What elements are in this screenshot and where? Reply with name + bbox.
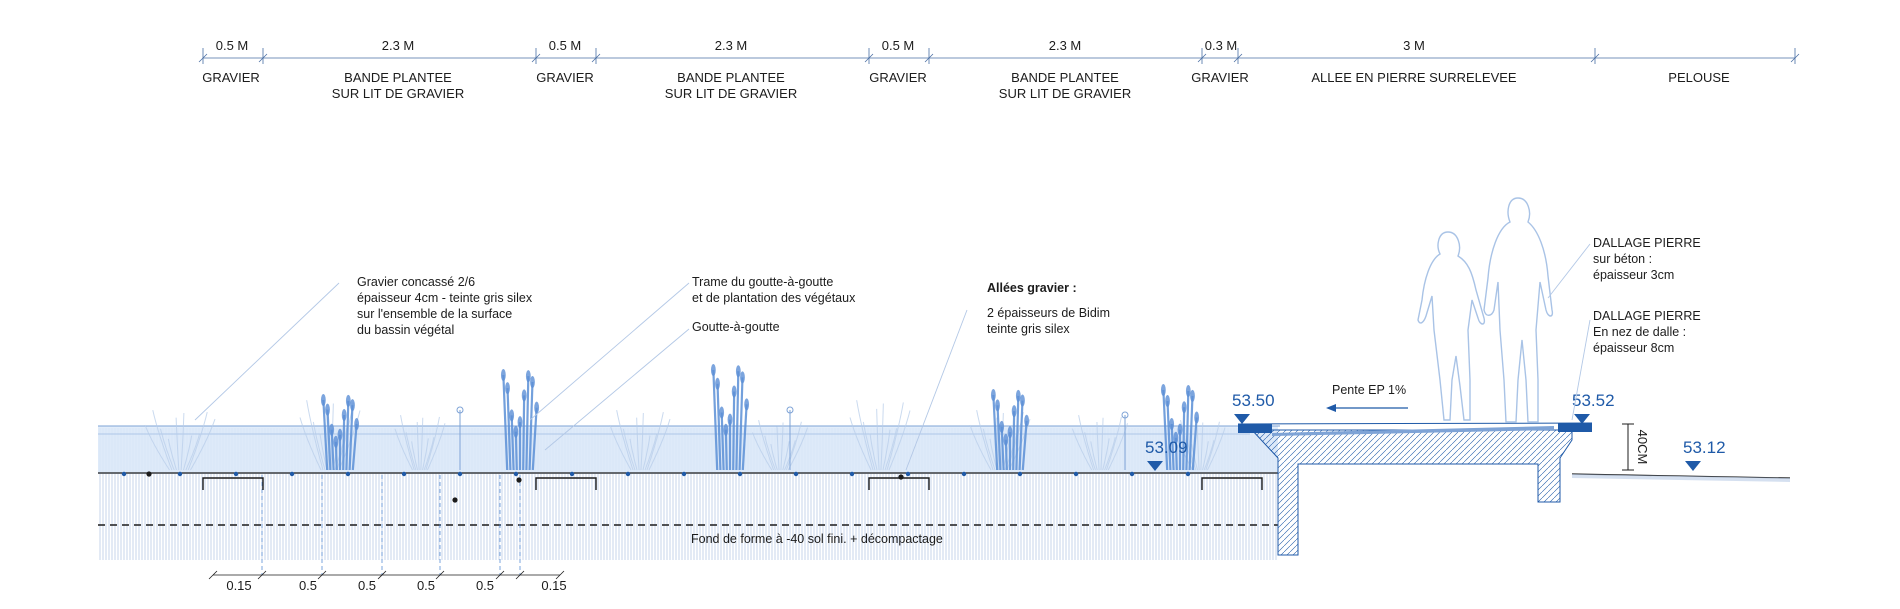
zone-label: GRAVIER bbox=[1191, 70, 1249, 85]
note-gravier: du bassin végétal bbox=[357, 323, 454, 337]
level-label: 53.52 bbox=[1572, 391, 1615, 410]
level-label: 53.12 bbox=[1683, 438, 1726, 457]
top-dimension-chain: 0.5 M 2.3 M 0.5 M 2.3 M 0.5 M 2.3 M 0.3 … bbox=[198, 38, 1800, 64]
zone-label: BANDE PLANTEE bbox=[677, 70, 785, 85]
level-label: 53.09 bbox=[1145, 438, 1188, 457]
zone-label: GRAVIER bbox=[202, 70, 260, 85]
note-dallage-2: En nez de dalle : bbox=[1593, 325, 1686, 339]
level-marker-icon bbox=[1147, 461, 1163, 471]
note-dallage-2: épaisseur 8cm bbox=[1593, 341, 1674, 355]
dim-label: 2.3 M bbox=[1049, 38, 1082, 53]
note-allees: teinte gris silex bbox=[987, 322, 1070, 336]
dim-label: 2.3 M bbox=[382, 38, 415, 53]
bottom-dim-label: 0.15 bbox=[226, 578, 251, 593]
plants bbox=[144, 364, 1226, 471]
zone-labels: GRAVIER BANDE PLANTEE SUR LIT DE GRAVIER… bbox=[202, 70, 1730, 101]
note-gravier: sur l'ensemble de la surface bbox=[357, 307, 512, 321]
zone-label: PELOUSE bbox=[1668, 70, 1730, 85]
slope-label: Pente EP 1% bbox=[1332, 383, 1406, 397]
leader-lines bbox=[194, 243, 1591, 471]
note-trame: et de plantation des végétaux bbox=[692, 291, 856, 305]
note-dallage-1: sur béton : bbox=[1593, 252, 1652, 266]
height-label: 40CM bbox=[1635, 430, 1650, 465]
note-fond: Fond de forme à -40 sol fini. + décompac… bbox=[691, 532, 943, 546]
bottom-dim-label: 0.15 bbox=[541, 578, 566, 593]
level-marker-icon bbox=[1685, 461, 1701, 471]
dim-label: 0.3 M bbox=[1205, 38, 1238, 53]
note-dallage-2: DALLAGE PIERRE bbox=[1593, 309, 1701, 323]
note-gravier: Gravier concassé 2/6 bbox=[357, 275, 475, 289]
ground-section bbox=[98, 425, 1280, 575]
note-dallage-1: DALLAGE PIERRE bbox=[1593, 236, 1701, 250]
level-markers: 53.50 53.52 53.09 53.12 bbox=[1145, 391, 1726, 471]
stone-slab-right bbox=[1558, 423, 1592, 432]
note-dallage-1: épaisseur 3cm bbox=[1593, 268, 1674, 282]
level-label: 53.50 bbox=[1232, 391, 1275, 410]
bottom-dimension-chain: 0.15 0.5 0.5 0.5 0.5 0.15 bbox=[208, 570, 567, 593]
zone-label: ALLEE EN PIERRE SURRELEVEE bbox=[1311, 70, 1517, 85]
dim-label: 0.5 M bbox=[882, 38, 915, 53]
dim-label: 0.5 M bbox=[549, 38, 582, 53]
note-goutte: Goutte-à-goutte bbox=[692, 320, 780, 334]
dim-label: 3 M bbox=[1403, 38, 1425, 53]
bottom-dim-label: 0.5 bbox=[358, 578, 376, 593]
dim-label: 2.3 M bbox=[715, 38, 748, 53]
zone-label: BANDE PLANTEE bbox=[344, 70, 452, 85]
note-gravier: épaisseur 4cm - teinte gris silex bbox=[357, 291, 533, 305]
zone-label: SUR LIT DE GRAVIER bbox=[665, 86, 797, 101]
bottom-dim-label: 0.5 bbox=[417, 578, 435, 593]
bottom-dim-label: 0.5 bbox=[299, 578, 317, 593]
dim-label: 0.5 M bbox=[216, 38, 249, 53]
level-marker-icon bbox=[1574, 414, 1590, 424]
zone-label: GRAVIER bbox=[536, 70, 594, 85]
stone-slab-left bbox=[1238, 424, 1272, 433]
people-silhouettes bbox=[1417, 197, 1554, 423]
zone-label: SUR LIT DE GRAVIER bbox=[332, 86, 464, 101]
bottom-dim-label: 0.5 bbox=[476, 578, 494, 593]
note-trame: Trame du goutte-à-goutte bbox=[692, 275, 833, 289]
note-allees-title: Allées gravier : bbox=[987, 281, 1077, 295]
zone-label: GRAVIER bbox=[869, 70, 927, 85]
level-marker-icon bbox=[1234, 414, 1250, 424]
raised-walkway: 40CM Pente EP 1% bbox=[1237, 383, 1791, 556]
annotations: Gravier concassé 2/6 épaisseur 4cm - tei… bbox=[357, 236, 1701, 546]
zone-label: BANDE PLANTEE bbox=[1011, 70, 1119, 85]
zone-label: SUR LIT DE GRAVIER bbox=[999, 86, 1131, 101]
note-allees: 2 épaisseurs de Bidim bbox=[987, 306, 1110, 320]
